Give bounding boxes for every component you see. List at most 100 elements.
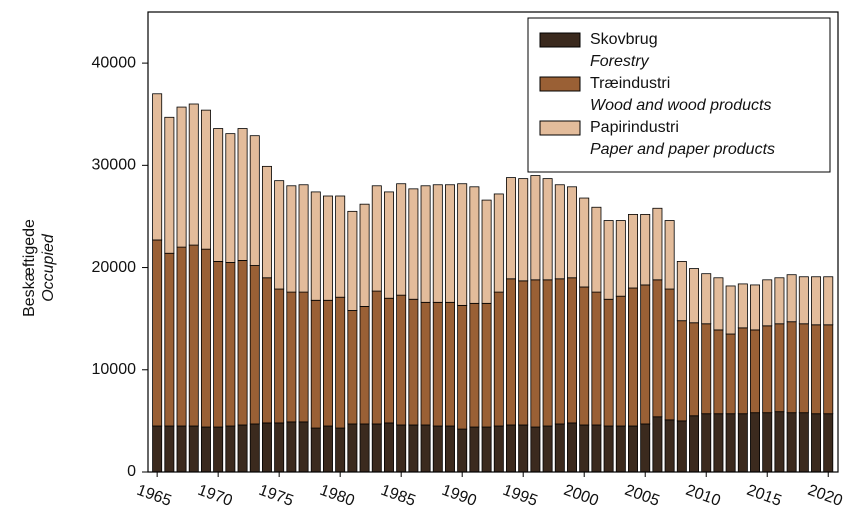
- bar-segment: [530, 175, 541, 281]
- x-tick-label: 1980: [317, 482, 356, 510]
- bar-segment: [713, 329, 724, 415]
- bar-segment: [701, 273, 712, 325]
- y-axis-label: Beskæftigede: [21, 219, 38, 317]
- bar-segment: [164, 252, 175, 427]
- bar-segment: [811, 276, 822, 326]
- bar-segment: [737, 283, 748, 329]
- bar-segment: [481, 302, 492, 428]
- bar-segment: [640, 213, 651, 286]
- x-tick-label: 1970: [195, 482, 234, 510]
- bar-segment: [530, 279, 541, 428]
- bar-segment: [823, 276, 834, 326]
- x-tick-label: 1995: [500, 482, 539, 510]
- bar-segment: [432, 184, 443, 303]
- bar-segment: [567, 186, 577, 279]
- bar-segment: [335, 195, 346, 298]
- bar-segment: [725, 333, 736, 415]
- bar-segment: [481, 426, 492, 473]
- bar-segment: [384, 191, 394, 299]
- bar-segment: [249, 423, 260, 473]
- bar-segment: [579, 197, 590, 288]
- bar-segment: [457, 183, 468, 306]
- bar-segment: [628, 287, 638, 427]
- bar-segment: [200, 109, 211, 250]
- bar-segment: [213, 128, 224, 262]
- bar-segment: [567, 277, 577, 424]
- bar-segment: [798, 323, 809, 414]
- x-tick-label: 2005: [622, 482, 661, 510]
- bar-segment: [152, 239, 163, 427]
- bar-segment: [640, 284, 651, 425]
- bar-segment: [469, 186, 480, 304]
- bar-segment: [530, 426, 541, 473]
- bar-segment: [713, 277, 724, 331]
- bar-segment: [225, 262, 236, 427]
- bar-segment: [249, 135, 260, 266]
- bar-segment: [786, 412, 797, 473]
- x-tick-label: 2000: [561, 482, 600, 510]
- bar-segment: [298, 184, 309, 293]
- bar-segment: [603, 425, 614, 473]
- bar-segment: [152, 425, 163, 473]
- y-tick-label: 40000: [92, 54, 137, 71]
- bar-segment: [652, 416, 663, 473]
- bar-segment: [347, 310, 358, 425]
- bar-segment: [371, 423, 382, 473]
- legend-label-en: Wood and wood products: [590, 97, 771, 114]
- bar-segment: [384, 422, 394, 473]
- bar-segment: [371, 185, 382, 292]
- bar-segment: [469, 426, 480, 473]
- bar-segment: [689, 268, 699, 324]
- bar-segment: [591, 291, 602, 426]
- bar-segment: [188, 425, 199, 473]
- y-tick-label: 0: [127, 463, 136, 480]
- bar-segment: [689, 415, 699, 473]
- legend-label: Papirindustri: [590, 119, 679, 136]
- bar-segment: [811, 413, 822, 473]
- legend-label: Træindustri: [590, 75, 670, 92]
- bar-segment: [420, 424, 431, 473]
- bar-segment: [554, 423, 565, 473]
- bar-segment: [493, 425, 504, 473]
- legend-swatch: [539, 32, 581, 48]
- bar-segment: [310, 427, 321, 473]
- bar-segment: [762, 325, 773, 414]
- bar-segment: [811, 324, 822, 415]
- bar-segment: [542, 425, 553, 473]
- bar-segment: [445, 425, 455, 473]
- x-tick-label: 2015: [744, 482, 783, 510]
- bar-segment: [591, 206, 602, 293]
- bar-segment: [445, 301, 455, 427]
- bar-segment: [359, 203, 370, 307]
- bar-segment: [176, 246, 187, 427]
- bar-segment: [615, 295, 626, 427]
- bar-segment: [286, 185, 297, 293]
- bar-segment: [286, 291, 297, 423]
- bar-segment: [310, 299, 321, 429]
- bar-segment: [518, 178, 529, 282]
- bar-segment: [237, 424, 248, 473]
- x-tick-label: 2010: [683, 482, 722, 510]
- bar-segment: [628, 213, 638, 289]
- bar-segment: [152, 93, 163, 241]
- bar-segment: [396, 424, 407, 473]
- bar-segment: [774, 411, 785, 473]
- bar-segment: [603, 298, 614, 427]
- bar-segment: [457, 304, 468, 430]
- bar-segment: [628, 425, 638, 473]
- bar-segment: [261, 277, 272, 424]
- bar-segment: [823, 324, 834, 415]
- bar-segment: [310, 191, 321, 301]
- bar-segment: [188, 244, 199, 427]
- bar-segment: [457, 428, 468, 473]
- bar-segment: [396, 183, 407, 296]
- bar-segment: [261, 422, 272, 473]
- bar-segment: [408, 298, 419, 426]
- bar-segment: [737, 413, 748, 473]
- bar-segment: [396, 294, 407, 426]
- bar-segment: [664, 288, 675, 421]
- bar-segment: [213, 261, 224, 428]
- bar-segment: [237, 128, 248, 261]
- bar-segment: [188, 103, 199, 246]
- bar-segment: [554, 278, 565, 425]
